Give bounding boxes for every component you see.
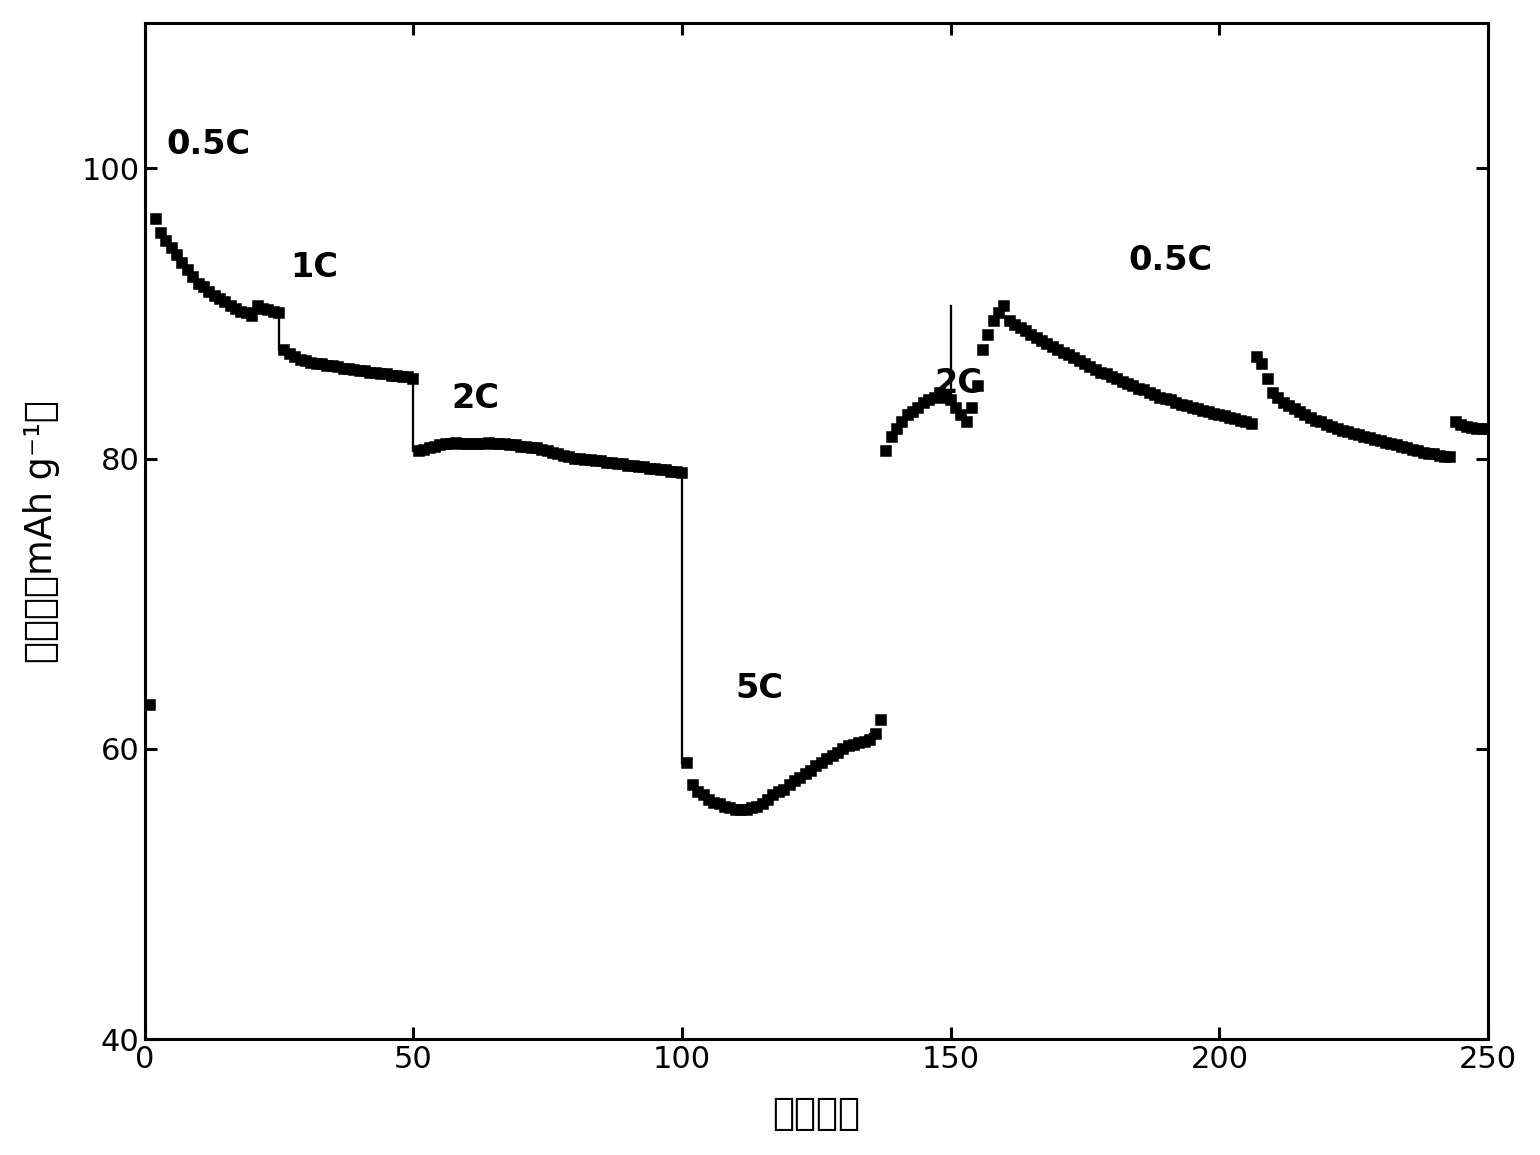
Y-axis label: 比容量（mAh g⁻¹）: 比容量（mAh g⁻¹）: [23, 400, 60, 663]
Text: 5C: 5C: [736, 672, 784, 705]
Text: 2C: 2C: [451, 381, 499, 415]
Text: 2C: 2C: [935, 367, 983, 400]
Text: 0.5C: 0.5C: [1127, 244, 1212, 277]
X-axis label: 循环圈数: 循环圈数: [773, 1095, 861, 1132]
Text: 0.5C: 0.5C: [166, 127, 251, 161]
Text: 1C: 1C: [290, 251, 337, 284]
